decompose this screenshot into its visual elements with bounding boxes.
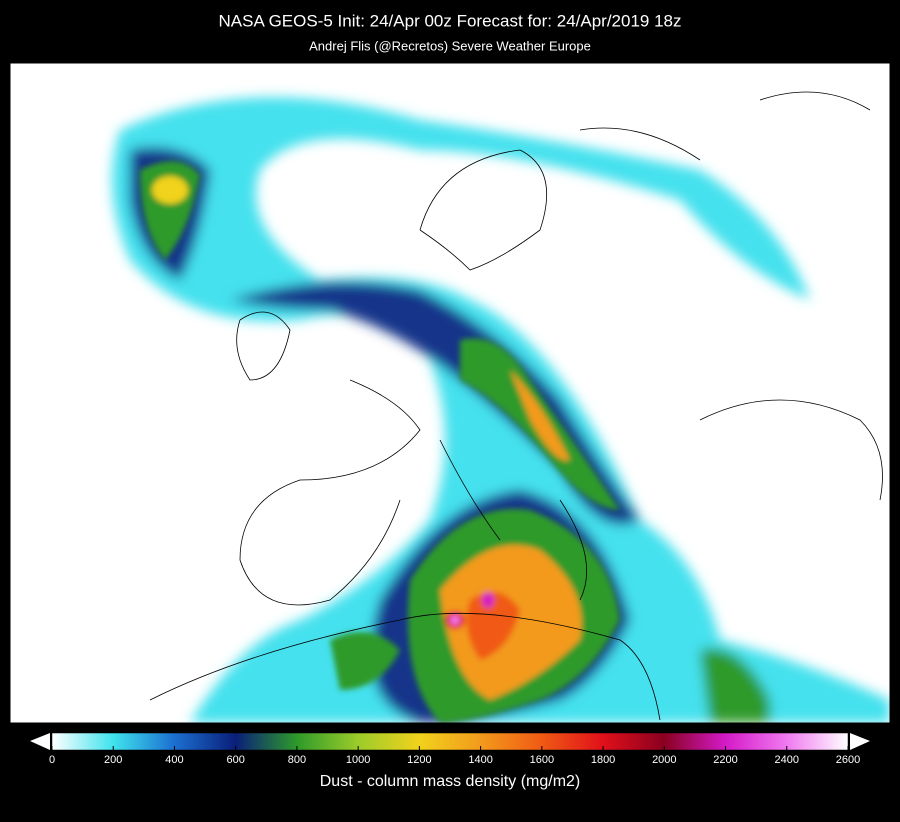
colorbar-tick-label: 600 [227, 754, 245, 766]
colorbar: 0 200 400 600 800 1000 1200 1400 1600 1800 2000 220… [30, 732, 870, 766]
colorbar-tick-label: 1400 [468, 754, 492, 766]
dust-core [140, 161, 620, 723]
coastlines [149, 91, 883, 721]
colorbar-tick-label: 1200 [407, 754, 431, 766]
colorbar-label: Dust - column mass density (mg/m2) [320, 773, 581, 790]
colorbar-tick-label: 200 [104, 754, 122, 766]
subtitle: Andrej Flis (@Recretos) Severe Weather E… [309, 38, 591, 53]
colorbar-scale [51, 732, 849, 751]
colorbar-tick-label: 2600 [836, 754, 860, 766]
colorbar-tick-label: 2000 [652, 754, 676, 766]
colorbar-tick-label: 400 [165, 754, 183, 766]
title: NASA GEOS-5 Init: 24/Apr 00z Forecast fo… [218, 11, 681, 30]
colorbar-tick-label: 2200 [713, 754, 737, 766]
colorbar-tick-label: 1000 [346, 754, 370, 766]
colorbar-arrow-left [30, 733, 50, 750]
colorbar-tick-label: 800 [288, 754, 306, 766]
colorbar-tick-label: 1600 [530, 754, 554, 766]
colorbar-tick-label: 0 [49, 754, 55, 766]
colorbar-arrow-right [850, 733, 870, 750]
colorbar-tick-label: 1800 [591, 754, 615, 766]
map-frame [9, 62, 891, 724]
map [10, 63, 890, 723]
colorbar-tick-label: 2400 [775, 754, 799, 766]
